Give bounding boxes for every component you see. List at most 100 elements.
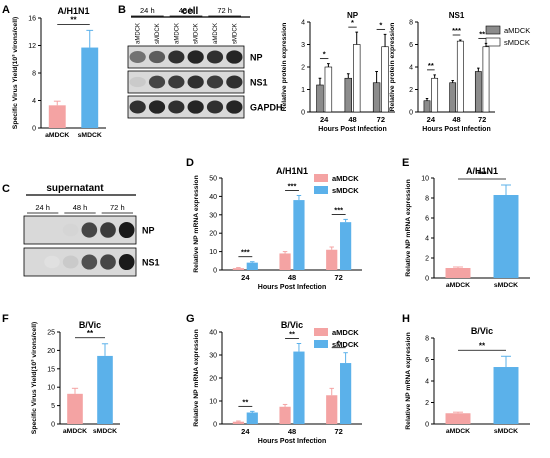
chart-g-tick-label: 10 xyxy=(209,399,217,406)
chart-e-tick-label: 0 xyxy=(425,276,429,283)
chart-d-legend-label: sMDCK xyxy=(332,186,359,195)
chart-a-category-label: aMDCK xyxy=(45,132,69,139)
blot-c-time-label: 48 h xyxy=(73,203,88,212)
blot-b-band xyxy=(148,50,166,64)
blot-b-band xyxy=(187,100,204,114)
chart-g-tick-label: 40 xyxy=(209,330,217,337)
chart-d-bar-amdck xyxy=(326,249,338,270)
blot-b-band xyxy=(226,75,243,89)
chart-e-category-label: aMDCK xyxy=(446,282,470,289)
chart-b-ns1-sig-label: ** xyxy=(479,29,485,38)
blot-b-band xyxy=(129,100,146,114)
blot-b-band xyxy=(168,50,185,64)
blot-c-band xyxy=(81,254,98,270)
blot-b-band xyxy=(168,75,185,89)
chart-g-xlabel: Hours Post Infection xyxy=(258,438,326,445)
chart-h-sig-label: ** xyxy=(479,341,486,350)
chart-b-np-bar-smdck xyxy=(353,44,361,113)
chart-b-np-bar-smdck xyxy=(381,46,389,113)
blot-b-band xyxy=(168,100,185,114)
blot-b-lane-label: sMDCK xyxy=(194,23,200,44)
chart-d-sig-label: *** xyxy=(288,181,297,190)
chart-d-ylabel: Relative NP mRNA expression xyxy=(193,175,200,272)
chart-b-ns1-tick-label: 0 xyxy=(409,110,413,117)
chart-b-ns1-tick-label: 6 xyxy=(409,42,413,49)
chart-f-tick-label: 10 xyxy=(47,385,55,392)
chart-b-ns1-category-label: 24 xyxy=(427,115,436,124)
blot-c-time-label: 24 h xyxy=(35,203,50,212)
chart-h-bar-amdck xyxy=(445,413,471,424)
chart-e-bar-smdck xyxy=(493,195,519,278)
blot-b-band xyxy=(206,50,224,64)
chart-b-np-ylabel: Relative protein expression xyxy=(281,23,288,112)
panel-letter-c: C xyxy=(2,183,10,195)
chart-b-ns1-bar-amdck xyxy=(423,100,431,113)
blot-c-row-label: NP xyxy=(142,226,155,236)
chart-h: B/Vic 0 2 4 6 8 Relative NP mRNA expression aMD… xyxy=(405,326,530,435)
chart-f-bar-amdck xyxy=(67,393,83,424)
chart-h-category-label: sMDCK xyxy=(494,428,518,435)
chart-g-category-label: 24 xyxy=(241,427,250,436)
chart-b-np-tick-label: 3 xyxy=(301,42,305,49)
chart-b-ns1-bar-amdck xyxy=(474,71,482,113)
chart-b-np-category-label: 24 xyxy=(320,115,329,124)
panel-letter-h: H xyxy=(402,313,410,325)
chart-h-title: B/Vic xyxy=(471,326,493,336)
chart-g-title: B/Vic xyxy=(281,320,303,330)
chart-d-tick-label: 50 xyxy=(209,176,217,183)
chart-d-tick-label: 30 xyxy=(209,212,217,219)
chart-a-title: A/H1N1 xyxy=(57,6,89,16)
blot-b-lane-label: aMDCK xyxy=(213,23,219,44)
blot-c-band xyxy=(81,222,98,238)
chart-b-ns1-category-label: 48 xyxy=(452,115,460,124)
chart-h-tick-label: 0 xyxy=(425,422,429,429)
legend-b-a-swatch xyxy=(485,25,501,35)
chart-h-tick-label: 4 xyxy=(425,379,429,386)
chart-e-tick-label: 8 xyxy=(425,196,429,203)
chart-g: B/Vic 0 10 20 30 40 Relative NP mRNA expressio… xyxy=(193,320,362,445)
blot-c-membrane xyxy=(23,215,137,245)
chart-b-np-category-label: 48 xyxy=(348,115,356,124)
blot-b-band xyxy=(226,50,243,64)
chart-h-tick-label: 6 xyxy=(425,357,429,364)
legend-b: aMDCK sMDCK xyxy=(485,25,530,47)
chart-b-np-tick-label: 0 xyxy=(301,110,305,117)
chart-g-sig-label: ** xyxy=(289,330,295,339)
chart-g-legend-label: aMDCK xyxy=(332,328,359,337)
chart-g-sig-label: * xyxy=(337,339,340,348)
chart-b-ns1-xlabel: Hours Post Infection xyxy=(422,126,490,133)
chart-b-ns1-category-label: 72 xyxy=(478,115,486,124)
chart-d-title: A/H1N1 xyxy=(276,166,308,176)
chart-a-tick-label: 8 xyxy=(32,71,36,78)
blot-panel-b: cell 24 h 48 h 72 h aMDCK sMDCK aMDCK sMDCK aMD… xyxy=(127,6,283,119)
blot-b-band xyxy=(206,100,224,114)
chart-d-xlabel: Hours Post Infection xyxy=(258,284,326,291)
chart-b-np-tick-label: 4 xyxy=(301,20,305,27)
chart-a-sig-label: ** xyxy=(70,15,77,24)
blot-b-lane-label: sMDCK xyxy=(232,23,238,44)
chart-g-legend-swatch xyxy=(314,328,328,336)
chart-b-np-xlabel: Hours Post Infection xyxy=(318,126,386,133)
chart-d-bar-smdck xyxy=(246,262,258,270)
chart-b-np-bar-amdck xyxy=(372,82,381,113)
chart-d-category-label: 48 xyxy=(288,273,296,282)
chart-b-ns1-bar-smdck xyxy=(482,46,490,113)
chart-d-sig-label: *** xyxy=(241,248,250,257)
chart-h-category-label: aMDCK xyxy=(446,428,470,435)
blot-b-lane-label: aMDCK xyxy=(136,23,142,44)
chart-f-tick-label: 15 xyxy=(47,366,55,373)
chart-b-ns1-bar-smdck xyxy=(431,77,439,113)
chart-b-np-bar-amdck xyxy=(344,77,352,113)
chart-h-ylabel: Relative NP mRNA expression xyxy=(405,332,412,429)
chart-b-ns1-ylabel: Relative protein expression xyxy=(389,23,396,112)
chart-b-np-tick-label: 2 xyxy=(301,65,305,72)
chart-g-bar-amdck xyxy=(326,395,338,424)
chart-g-legend-swatch xyxy=(314,340,328,348)
blot-b-row-label: NS1 xyxy=(250,78,268,88)
chart-g-category-label: 48 xyxy=(288,427,296,436)
chart-e-tick-label: 6 xyxy=(425,216,429,223)
chart-g-bar-amdck xyxy=(279,406,291,424)
panel-letter-e: E xyxy=(402,157,409,169)
chart-b-np-sig-label: * xyxy=(323,50,326,59)
